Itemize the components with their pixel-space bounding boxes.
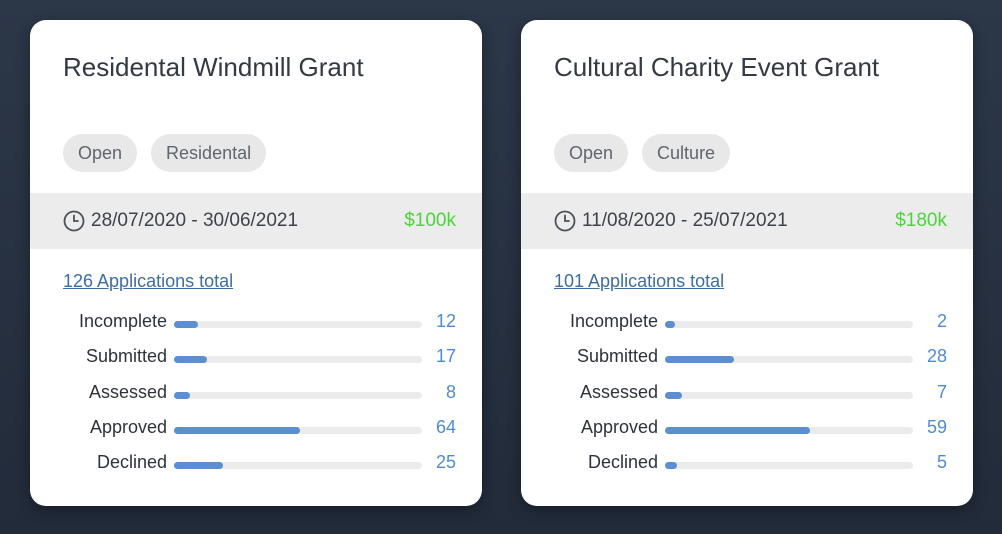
date-range: 28/07/2020 - 30/06/2021 <box>63 210 298 232</box>
stat-row-submitted: Submitted 17 <box>30 343 482 378</box>
stat-bar-fill <box>174 321 198 328</box>
stat-bar-track <box>665 321 913 328</box>
stat-value: 7 <box>936 381 947 402</box>
date-range: 11/08/2020 - 25/07/2021 <box>554 210 788 232</box>
stat-row-submitted: Submitted 28 <box>521 343 973 378</box>
applications-total-link[interactable]: 101 Applications total <box>554 271 725 291</box>
grant-card-residental-windmill[interactable]: Residental Windmill Grant Open Residenta… <box>30 20 482 506</box>
card-title: Cultural Charity Event Grant <box>554 52 880 82</box>
stat-value: 28 <box>926 346 947 367</box>
date-range-text: 11/08/2020 - 25/07/2021 <box>582 210 788 231</box>
stat-value: 25 <box>435 452 456 473</box>
grant-card-cultural-charity-event[interactable]: Cultural Charity Event Grant Open Cultur… <box>521 20 973 506</box>
stat-bar-track <box>174 462 422 470</box>
card-title: Residental Windmill Grant <box>63 52 364 82</box>
stat-value: 64 <box>435 416 456 437</box>
status-tag[interactable]: Open <box>63 134 138 172</box>
stat-bar-fill <box>174 356 208 364</box>
stat-bar-fill <box>174 426 300 434</box>
stat-bar-fill <box>665 426 810 434</box>
stat-row-declined: Declined 25 <box>30 449 482 484</box>
grant-amount: $100k <box>404 210 456 231</box>
grant-amount: $180k <box>895 210 947 231</box>
stat-label: Submitted <box>576 346 658 367</box>
date-range-text: 28/07/2020 - 30/06/2021 <box>91 210 299 231</box>
stat-bar-track <box>174 391 422 399</box>
stat-label: Assessed <box>88 381 167 402</box>
stat-label: Declined <box>96 452 167 473</box>
stat-bar-fill <box>665 391 683 399</box>
category-tag[interactable]: Culture <box>642 134 731 172</box>
stat-label: Approved <box>89 416 167 437</box>
stat-row-declined: Declined 5 <box>521 449 973 484</box>
applications-total-link[interactable]: 126 Applications total <box>63 271 234 291</box>
stat-bar-track <box>174 356 422 364</box>
date-amount-band: 11/08/2020 - 25/07/2021 $180k <box>521 193 973 249</box>
clock-icon <box>63 210 85 232</box>
date-amount-band: 28/07/2020 - 30/06/2021 $100k <box>30 193 482 249</box>
stat-value: 59 <box>926 416 947 437</box>
stat-label: Submitted <box>85 346 167 367</box>
stat-bar-fill <box>665 321 675 328</box>
stat-label: Incomplete <box>78 311 167 331</box>
stat-value: 12 <box>435 311 456 331</box>
stat-bar-track <box>174 321 422 328</box>
stat-row-assessed: Assessed 8 <box>30 379 482 414</box>
stat-label: Approved <box>580 416 658 437</box>
stat-bar-track <box>665 391 913 399</box>
stat-label: Declined <box>587 452 658 473</box>
stat-bar-fill <box>174 462 224 470</box>
stat-bar-fill <box>174 391 190 399</box>
stats-list: Incomplete 12 Submitted 17 Assessed 8 Ap… <box>30 308 482 484</box>
stat-row-incomplete: Incomplete 12 <box>30 308 482 343</box>
stat-value: 17 <box>435 346 456 367</box>
stat-label: Incomplete <box>569 311 658 331</box>
tag-list: Open Culture <box>554 134 731 172</box>
stat-value: 5 <box>936 452 947 473</box>
stat-label: Assessed <box>579 381 658 402</box>
stat-row-assessed: Assessed 7 <box>521 379 973 414</box>
clock-icon <box>554 210 576 232</box>
stat-bar-track <box>665 426 913 434</box>
stat-row-approved: Approved 59 <box>521 414 973 449</box>
status-tag[interactable]: Open <box>554 134 629 172</box>
stat-bar-fill <box>665 356 734 364</box>
stat-bar-track <box>665 462 913 470</box>
stat-bar-fill <box>665 462 678 470</box>
stat-row-approved: Approved 64 <box>30 414 482 449</box>
stats-list: Incomplete 2 Submitted 28 Assessed 7 App… <box>521 308 973 484</box>
stat-value: 2 <box>936 311 947 331</box>
stat-row-incomplete: Incomplete 2 <box>521 308 973 343</box>
stat-bar-track <box>174 426 422 434</box>
stat-value: 8 <box>445 381 456 402</box>
tag-list: Open Residental <box>63 134 267 172</box>
category-tag[interactable]: Residental <box>151 134 267 172</box>
stat-bar-track <box>665 356 913 364</box>
